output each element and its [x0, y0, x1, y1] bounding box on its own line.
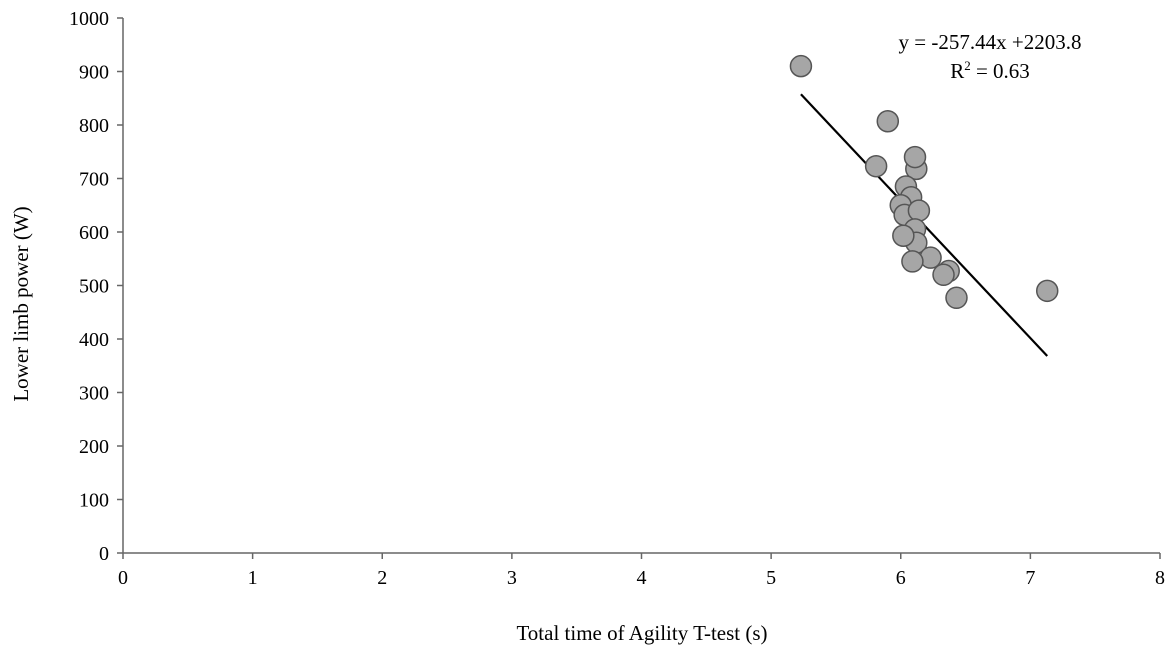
y-tick-label: 700: [79, 169, 109, 191]
x-tick-label: 3: [507, 567, 517, 589]
x-tick-label: 7: [1025, 567, 1035, 589]
y-tick-label: 900: [79, 62, 109, 84]
y-tick-label: 100: [79, 490, 109, 512]
y-tick-label: 0: [99, 543, 109, 565]
x-tick-label: 1: [248, 567, 258, 589]
x-axis-title: Total time of Agility T-test (s): [516, 621, 767, 645]
r-squared-symbol: R: [950, 59, 964, 83]
x-tick-label: 4: [637, 567, 647, 589]
x-tick-label: 6: [896, 567, 906, 589]
y-tick-label: 600: [79, 222, 109, 244]
y-tick-label: 300: [79, 383, 109, 405]
trendline-equation: y = -257.44x +2203.8: [899, 30, 1082, 54]
data-point: [945, 286, 968, 310]
y-axis-ticks: 0 100 200 300 400 500 600 700 800 900 1000: [69, 8, 123, 565]
x-tick-label: 0: [118, 567, 128, 589]
y-tick-label: 1000: [69, 8, 109, 30]
y-axis-title: Lower limb power (W): [9, 206, 33, 401]
data-point: [903, 145, 927, 169]
y-tick-label: 400: [79, 329, 109, 351]
data-point: [892, 224, 915, 247]
x-tick-label: 5: [766, 567, 776, 589]
y-tick-label: 200: [79, 436, 109, 458]
data-point: [1035, 279, 1059, 303]
data-point: [876, 110, 900, 133]
y-tick-label: 500: [79, 276, 109, 298]
x-axis-ticks: 0 1 2 3 4 5 6 7 8: [118, 553, 1165, 589]
r-squared-label: R2 = 0.63: [950, 58, 1030, 83]
data-point: [907, 199, 931, 222]
x-tick-label: 8: [1155, 567, 1165, 589]
y-axis: 0 100 200 300 400 500 600 700 800 900 1000: [69, 8, 124, 565]
data-point: [864, 154, 888, 178]
data-point: [932, 263, 955, 287]
data-point: [789, 54, 813, 78]
data-point: [919, 246, 942, 269]
x-tick-label: 2: [377, 567, 387, 589]
y-tick-label: 800: [79, 115, 109, 137]
data-point: [901, 250, 924, 273]
r-squared-exponent: 2: [964, 58, 971, 73]
x-axis: 0 1 2 3 4 5 6 7 8: [118, 552, 1165, 589]
trendline-equation-box: y = -257.44x +2203.8 R2 = 0.63: [899, 30, 1082, 83]
r-squared-value: = 0.63: [971, 59, 1030, 83]
data-points: [789, 54, 1059, 310]
